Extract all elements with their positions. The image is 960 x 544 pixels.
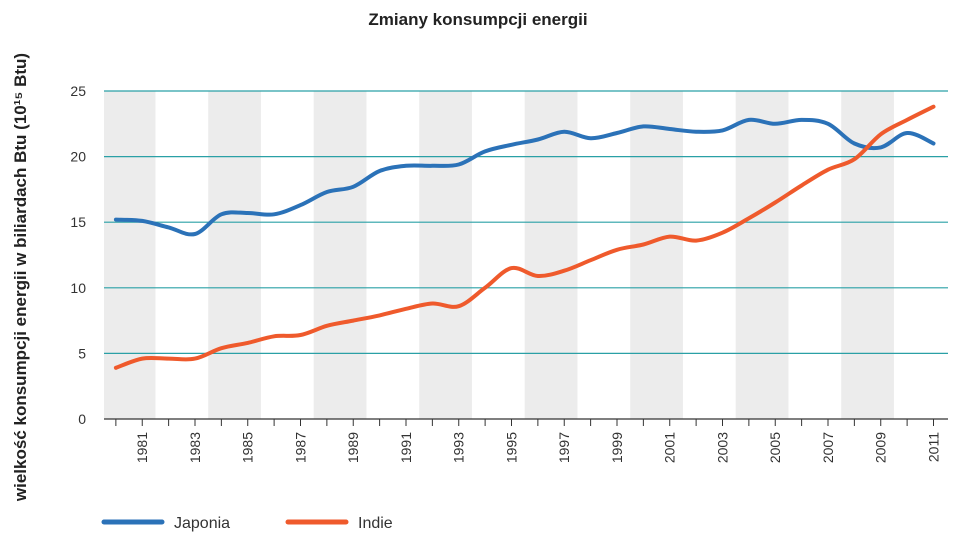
y-tick-labels: 0 5 10 15 20 25 [70,83,86,427]
x-tick-label: 2009 [873,432,889,463]
series-line-indie [113,104,936,370]
x-tick-label: 2007 [820,432,836,463]
x-tick-label: 2001 [662,432,678,463]
x-tick-label: 1983 [187,432,203,463]
x-tick-label: 1989 [345,432,361,463]
y-tick-label: 15 [70,214,86,230]
x-tick-label: 1999 [609,432,625,463]
y-tick-label: 0 [78,411,86,427]
x-tick-label: 1991 [398,432,414,463]
y-tick-label: 5 [78,345,86,361]
x-tick-label: 2011 [925,432,941,462]
x-tick-label: 1981 [134,432,150,463]
grid-lines [104,90,948,420]
x-tick-label: 2003 [714,432,730,463]
x-tick-label: 1997 [556,432,572,463]
y-tick-label: 10 [70,280,86,296]
y-axis-label: wielkość konsumpcji energii w biliardach… [11,53,30,502]
series-line-japonia [113,117,936,237]
year-band [524,91,578,419]
year-band [735,91,789,419]
year-band [104,91,156,419]
x-tick-label: 1993 [451,432,467,463]
y-tick-label: 25 [70,83,86,99]
year-band [630,91,683,419]
year-band [419,91,472,419]
legend: Japonia Indie [101,515,393,532]
legend-label-japonia: Japonia [174,515,230,532]
x-tick-label: 1995 [503,432,519,463]
series-lines [113,104,936,370]
x-tick-label: 1985 [240,432,256,463]
legend-label-indie: Indie [358,515,393,532]
year-band [313,91,367,419]
x-tick-label: 2005 [767,432,783,463]
x-tick-label: 1987 [292,432,308,463]
chart-title: Zmiany konsumpcji energii [368,10,587,29]
year-band [208,91,261,419]
y-tick-label: 20 [70,149,86,165]
year-bands [104,91,894,419]
x-axis: 1981 1983 1985 1987 1989 1991 1993 1995 1997 1999… [115,419,941,463]
